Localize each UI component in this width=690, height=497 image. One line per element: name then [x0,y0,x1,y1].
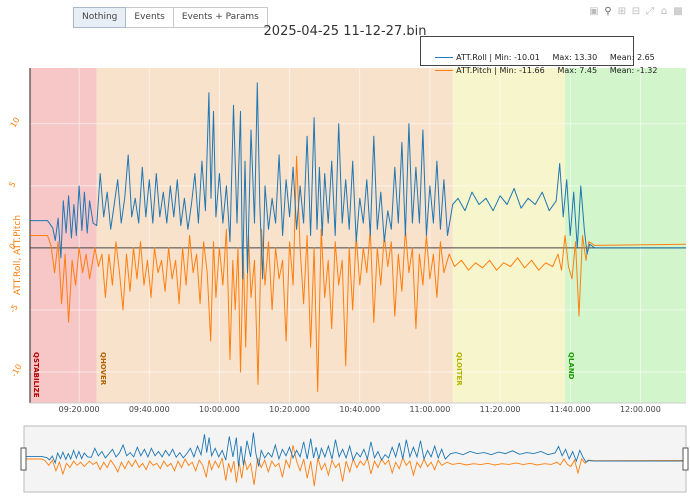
x-tick-label: 10:20.000 [269,405,311,414]
zoom-out-icon[interactable]: ⊟ [631,6,641,17]
series-line-att-roll [30,82,686,280]
y-axis-label: ATT.Roll, ATT.Pitch [13,214,23,296]
mode-band-qland [564,68,686,403]
zoom-icon[interactable]: ⚲ [604,6,612,17]
x-tick-label: 12:00.000 [619,405,661,414]
mode-label-qhover: QHOVER [98,352,107,386]
mode-label-qloiter: QLOITER [454,352,463,386]
zoom-in-icon[interactable]: ⊞ [617,6,627,17]
x-tick-label: 10:40.000 [339,405,381,414]
mode-label-qstabilize: QSTABILIZE [32,352,40,398]
x-tick-label: 09:40.000 [128,405,170,414]
legend-swatch-roll [435,57,454,58]
events-params-button[interactable]: Events + Params [173,7,268,28]
x-tick-label: 11:20.000 [479,405,521,414]
legend-swatch-pitch [435,70,454,71]
x-tick-label: 09:20.000 [58,405,100,414]
legend-item-roll[interactable]: ATT.Roll | Min: -10.01 Max: 13.30 Mean: … [425,38,655,62]
range-slider-background [23,425,687,493]
legend-text-roll: ATT.Roll | Min: -10.01 Max: 13.30 Mean: … [456,53,655,62]
event-filter-buttons: Nothing Events Events + Params [73,7,268,28]
autoscale-icon[interactable]: ⤢ [646,6,654,17]
legend-text-pitch: ATT.Pitch | Min: -11.66 Max: 7.45 Mean: … [456,66,658,75]
x-tick-label: 11:00.000 [409,405,451,414]
mode-label-qland: QLAND [566,352,575,380]
legend-item-pitch[interactable]: ATT.Pitch | Min: -11.66 Max: 7.45 Mean: … [425,51,657,75]
x-tick-label: 11:40.000 [549,405,591,414]
range-handle-left [20,447,27,471]
main-plot[interactable] [0,0,690,420]
chart-title: 2025-04-25 11-12-27.bin [263,24,427,39]
x-tick-label: 10:00.000 [198,405,240,414]
plot-modebar: ▣ ⚲ ⊞ ⊟ ⤢ ⌂ ▩ [588,6,684,18]
mode-band-qhover [96,68,453,403]
chart-legend[interactable]: ATT.Roll | Min: -10.01 Max: 13.30 Mean: … [420,36,657,75]
camera-icon[interactable]: ▣ [589,6,599,17]
home-icon[interactable]: ⌂ [660,6,668,17]
range-series-att-pitch [24,445,687,487]
range-handle-right [682,447,689,471]
series-line-att-pitch [30,155,687,393]
mode-band-qloiter [452,68,565,403]
range-series-att-roll [24,432,686,467]
nothing-button[interactable]: Nothing [73,7,127,28]
events-button[interactable]: Events [126,7,174,28]
plotly-logo-icon[interactable]: ▩ [673,6,683,17]
